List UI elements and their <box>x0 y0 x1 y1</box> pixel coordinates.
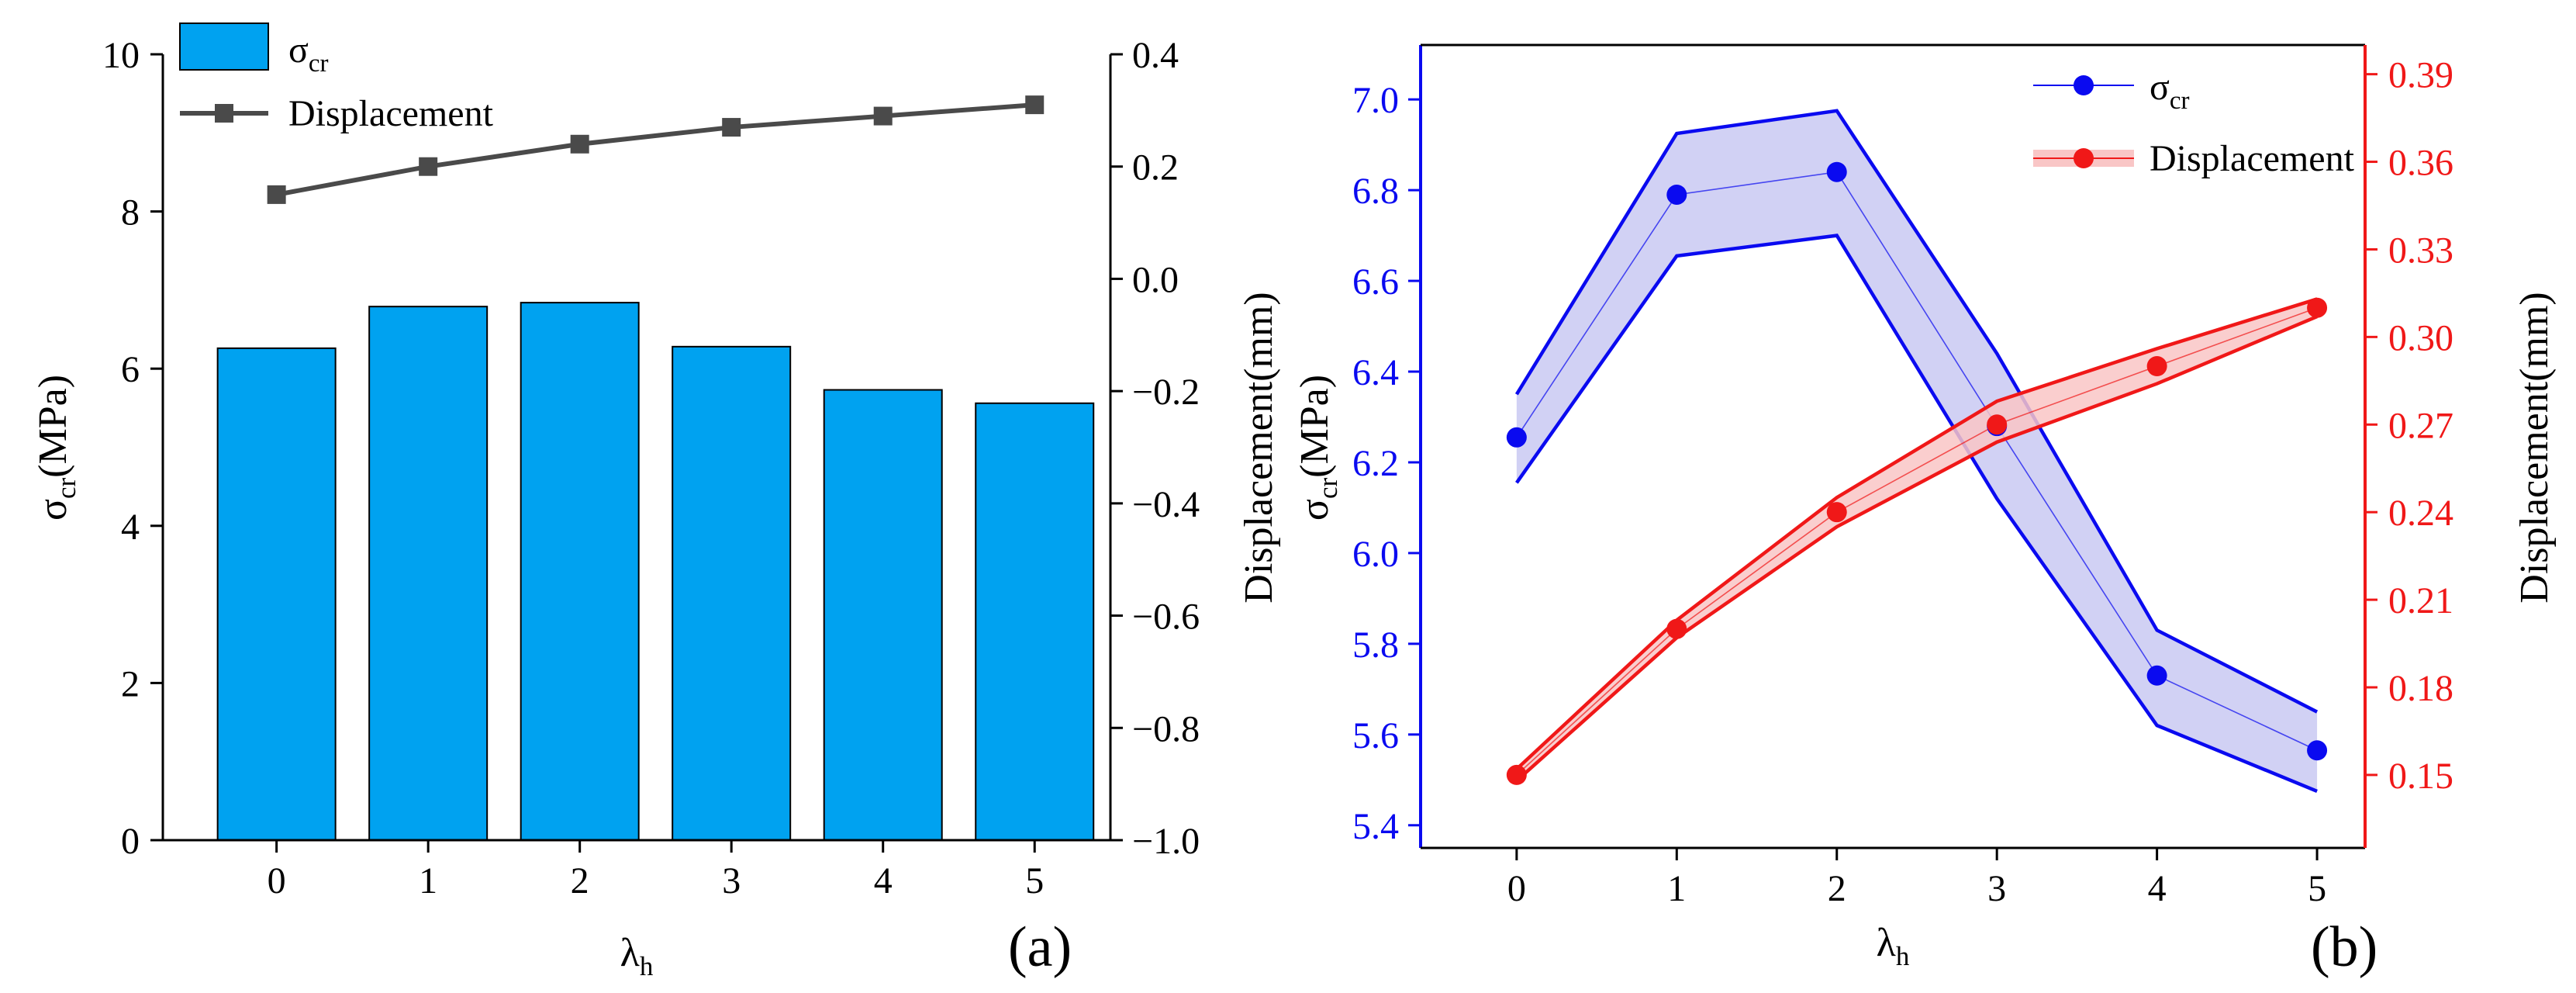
displacement-point-5 <box>2307 297 2328 318</box>
y-left-tick-label: 8 <box>121 192 140 234</box>
x-axis-title: λh <box>620 931 654 981</box>
sigma-band <box>1516 110 2318 791</box>
y-right-tick-label: 0.39 <box>2388 55 2453 96</box>
x-tick-label: 4 <box>874 860 893 901</box>
y-right-tick-label: 0.30 <box>2388 317 2453 358</box>
y-left-tick-label: 5.6 <box>1352 715 1399 756</box>
x-tick-label: 0 <box>1507 868 1526 909</box>
x-tick-label: 1 <box>419 860 437 901</box>
y-left-tick-label: 10 <box>102 35 140 76</box>
legend-marker-sigma <box>2074 75 2094 95</box>
legend-marker-displacement <box>2074 148 2094 168</box>
y-right-tick-label: 0.18 <box>2388 668 2453 709</box>
bar-sigma-2 <box>520 302 640 842</box>
sigma-point-1 <box>1666 184 1687 205</box>
displacement-line <box>1516 306 2318 776</box>
y-left-tick-label: 6.0 <box>1352 534 1399 575</box>
y-right-tick-label: 0.2 <box>1132 147 1179 189</box>
y-left-tick-label: 6.4 <box>1352 352 1399 393</box>
bar-sigma-4 <box>823 389 943 841</box>
y-left-tick-label: 6.8 <box>1352 171 1399 212</box>
y-right-tick-label: −0.8 <box>1132 708 1200 749</box>
y-axis-left-title: σcr(MPa) <box>1293 375 1343 521</box>
y-axis-right-title: Displacement(mm) <box>1237 292 1281 603</box>
marker-displacement-5 <box>1025 95 1045 115</box>
legend-label-displacement: Displacement <box>288 93 494 134</box>
y-right-tick-label: 0.15 <box>2388 756 2453 797</box>
x-tick-label: 3 <box>1987 868 2006 909</box>
legend-label-sigma: σcr <box>2150 67 2190 115</box>
marker-displacement-1 <box>419 157 438 176</box>
y-left-tick-label: 4 <box>121 507 140 548</box>
bar-sigma-0 <box>216 347 337 841</box>
y-right-tick-label: −0.6 <box>1132 597 1200 638</box>
y-right-tick-label: 0.0 <box>1132 259 1179 300</box>
sigma-line <box>1516 171 2318 752</box>
y-right-tick-label: 0.36 <box>2388 143 2453 184</box>
y-left-tick-label: 2 <box>121 663 140 704</box>
bar-sigma-1 <box>368 306 489 842</box>
y-right-tick-label: −0.2 <box>1132 372 1200 413</box>
x-tick-label: 5 <box>1025 860 1044 901</box>
y-right-tick-label: 0.21 <box>2388 580 2453 621</box>
bar-sigma-5 <box>975 402 1095 841</box>
y-axis-right-title: Displacement(mm) <box>2512 292 2557 603</box>
marker-displacement-0 <box>267 185 286 204</box>
sigma-point-0 <box>1506 427 1527 448</box>
line-displacement <box>276 102 1035 197</box>
sigma-lower-bound <box>1515 234 2318 793</box>
y-left-tick-label: 5.4 <box>1352 806 1399 847</box>
legend-label-sigma: σcr <box>288 29 329 78</box>
x-tick-label: 2 <box>1828 868 1846 909</box>
displacement-point-2 <box>1826 502 1847 523</box>
y-right-tick-label: −0.4 <box>1132 484 1200 525</box>
x-tick-label: 2 <box>571 860 589 901</box>
y-left-tick-label: 6 <box>121 349 140 390</box>
displacement-point-1 <box>1666 618 1687 639</box>
x-axis-title: λh <box>1877 921 1910 971</box>
sigma-point-2 <box>1826 161 1847 182</box>
y-right-tick-label: −1.0 <box>1132 821 1200 862</box>
displacement-point-4 <box>2146 356 2167 376</box>
y-left-tick-label: 7.0 <box>1352 80 1399 121</box>
y-left-tick-label: 6.6 <box>1352 261 1399 303</box>
displacement-point-0 <box>1506 764 1527 785</box>
marker-displacement-3 <box>722 118 741 137</box>
panel-b-chart: 5.4 5.6 5.8 6.0 6.2 6.4 6.6 6.8 7.0 0.15 0.18 0.21 0… <box>1293 43 2557 971</box>
displacement-point-3 <box>1987 414 2008 435</box>
y-right-tick-label: 0.33 <box>2388 230 2453 271</box>
y-left-tick-label: 6.2 <box>1352 443 1399 484</box>
y-axis-left-title: σcr(MPa) <box>31 375 81 521</box>
legend-marker-displacement <box>215 104 233 123</box>
panel-b-label: (b) <box>2311 915 2377 979</box>
x-tick-label: 1 <box>1667 868 1686 909</box>
y-right-tick-label: 0.24 <box>2388 493 2453 534</box>
x-tick-label: 5 <box>2308 868 2326 909</box>
bar-sigma-3 <box>672 345 792 841</box>
sigma-point-5 <box>2307 740 2328 761</box>
marker-displacement-2 <box>570 134 589 154</box>
y-left-tick-label: 0 <box>121 821 140 862</box>
x-tick-label: 3 <box>722 860 741 901</box>
panel-a-label: (a) <box>1008 915 1072 979</box>
x-tick-label: 0 <box>268 860 286 901</box>
displacement-upper-bound <box>1515 297 2318 771</box>
y-right-tick-label: 0.27 <box>2388 405 2453 446</box>
displacement-lower-bound <box>1515 314 2318 783</box>
legend-label-displacement: Displacement <box>2150 138 2355 179</box>
sigma-point-4 <box>2146 665 2167 686</box>
y-right-tick-label: 0.4 <box>1132 35 1179 76</box>
legend-swatch-sigma <box>179 22 269 71</box>
displacement-band <box>1516 299 2318 781</box>
panel-a-chart: 0 2 4 6 8 10 −1.0 −0.8 −0.6 −0.4 −0.2 0.0 0.2 0.4 0 1 2 3… <box>31 22 1281 981</box>
marker-displacement-4 <box>873 106 893 126</box>
sigma-upper-bound <box>1514 109 2319 714</box>
x-tick-label: 4 <box>2148 868 2167 909</box>
y-left-tick-label: 5.8 <box>1352 625 1399 666</box>
